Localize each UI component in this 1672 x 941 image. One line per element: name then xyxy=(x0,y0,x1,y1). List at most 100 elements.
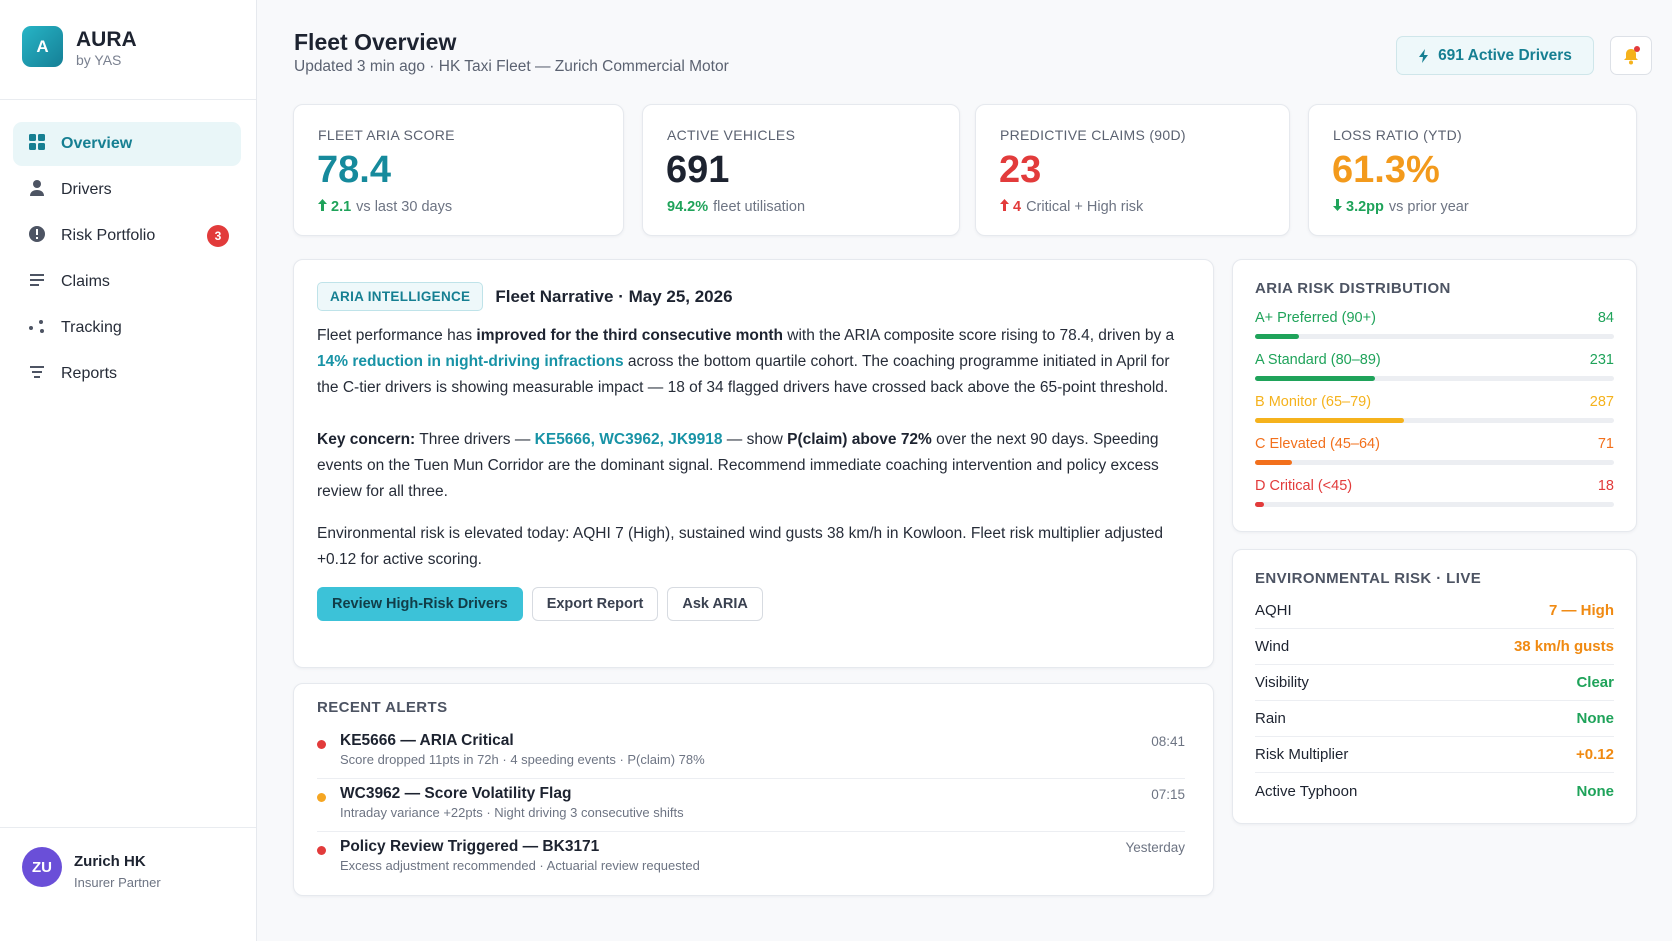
kpi-value: 78.4 xyxy=(317,149,391,191)
distribution-title: ARIA RISK DISTRIBUTION xyxy=(1255,280,1451,297)
logo: A xyxy=(22,26,63,67)
divider xyxy=(0,99,256,100)
bold-text: improved for the third consecutive month xyxy=(476,327,783,344)
environment-row: Active Typhoon None xyxy=(1255,773,1614,809)
page-title: Fleet Overview xyxy=(294,29,457,55)
driver-links[interactable]: KE5666, WC3962, JK9918 xyxy=(534,431,723,448)
nav-icon xyxy=(28,363,61,386)
alert-detail: Excess adjustment recommended · Actuaria… xyxy=(340,858,700,873)
ask-button[interactable]: Ask ARIA xyxy=(667,587,763,621)
narrative-paragraph: Key concern: Three drivers — KE5666, WC3… xyxy=(317,427,1190,505)
environment-row: Wind 38 km/h gusts xyxy=(1255,629,1614,665)
page-subtitle: Updated 3 min ago · HK Taxi Fleet — Zuri… xyxy=(294,58,729,75)
distribution-bar xyxy=(1255,418,1405,423)
avatar: ZU xyxy=(22,847,62,887)
review-button[interactable]: Review High-Risk Drivers xyxy=(317,587,523,621)
kpi-value: 61.3% xyxy=(1332,149,1440,191)
alert-title: KE5666 — ARIA Critical xyxy=(340,732,514,749)
environment-row: Visibility Clear xyxy=(1255,665,1614,701)
text: Fleet performance has xyxy=(317,327,477,344)
distribution-label: C Elevated (45–64) xyxy=(1255,436,1380,452)
nav-item[interactable]: Drivers xyxy=(13,168,241,212)
kpi-card: PREDICTIVE CLAIMS (90D) 23 4 Critical + Hig… xyxy=(975,104,1290,236)
nav-label: Tracking xyxy=(61,319,122,336)
distribution-card: ARIA RISK DISTRIBUTION A+ Preferred (90+… xyxy=(1232,259,1637,532)
kpi-delta-value: 3.2pp xyxy=(1346,199,1384,215)
alerts-list: KE5666 — ARIA Critical Score dropped 11pt… xyxy=(317,726,1185,885)
nav-badge: 3 xyxy=(207,225,229,247)
alert-title: WC3962 — Score Volatility Flag xyxy=(340,785,572,802)
kpi-label: PREDICTIVE CLAIMS (90D) xyxy=(1000,127,1186,143)
environment-list: AQHI 7 — High Wind 38 km/h gusts Visibility C… xyxy=(1255,593,1614,809)
alerts-title: RECENT ALERTS xyxy=(317,699,448,716)
user-name: Zurich HK xyxy=(74,853,146,870)
arrow-icon xyxy=(318,199,327,215)
divider xyxy=(0,827,256,828)
alert-detail: Score dropped 11pts in 72h · 4 speeding … xyxy=(340,752,705,767)
narrative-paragraph: Fleet performance has improved for the t… xyxy=(317,323,1190,401)
kpi-delta-text: fleet utilisation xyxy=(713,199,806,215)
distribution-count: 287 xyxy=(1589,394,1614,410)
notifications-button[interactable] xyxy=(1610,36,1652,75)
narrative-header: ARIA INTELLIGENCE Fleet Narrative · May … xyxy=(317,282,1190,311)
environment-value: None xyxy=(1576,782,1615,800)
distribution-row: A Standard (80–89) 231 xyxy=(1255,352,1614,394)
alert-time: 08:41 xyxy=(1151,734,1185,749)
alert-item[interactable]: WC3962 — Score Volatility Flag Intraday v… xyxy=(317,779,1185,832)
active-drivers-button[interactable]: 691 Active Drivers xyxy=(1396,36,1594,75)
distribution-bar xyxy=(1255,334,1299,339)
nav-item[interactable]: Risk Portfolio 3 xyxy=(13,214,241,258)
kpi-delta-value: 2.1 xyxy=(331,199,352,215)
user-role: Insurer Partner xyxy=(74,875,161,890)
distribution-track xyxy=(1255,418,1614,423)
sidebar: A AURA by YAS Overview Drivers Risk Portfo… xyxy=(0,0,257,941)
nav-item[interactable]: Reports xyxy=(13,352,241,396)
environment-value: 38 km/h gusts xyxy=(1513,638,1614,655)
alert-time: Yesterday xyxy=(1125,840,1185,855)
kpi-label: ACTIVE VEHICLES xyxy=(667,127,796,143)
nav-label: Drivers xyxy=(61,181,112,198)
active-drivers-label: 691 Active Drivers xyxy=(1438,46,1572,64)
nav: Overview Drivers Risk Portfolio 3 Claims Trac… xyxy=(13,122,241,398)
text: across the bottom quartile cohort. The c… xyxy=(317,353,1170,396)
kpi-delta: 94.2% fleet utilisation xyxy=(667,199,805,215)
distribution-label: D Critical (<45) xyxy=(1255,478,1353,494)
kpi-card: LOSS RATIO (YTD) 61.3% 3.2pp vs prior year xyxy=(1308,104,1637,236)
nav-item[interactable]: Overview xyxy=(13,122,241,166)
nav-item[interactable]: Claims xyxy=(13,260,241,304)
alert-dot xyxy=(317,740,326,749)
distribution-row: B Monitor (65–79) 287 xyxy=(1255,394,1614,436)
distribution-track xyxy=(1255,334,1614,339)
kpi-card: ACTIVE VEHICLES 691 94.2% fleet utilisation xyxy=(642,104,960,236)
distribution-count: 231 xyxy=(1589,352,1614,368)
alert-item[interactable]: Policy Review Triggered — BK3171 Excess a… xyxy=(317,832,1185,885)
environment-label: Active Typhoon xyxy=(1255,782,1358,800)
nav-icon xyxy=(28,317,61,340)
distribution-bar xyxy=(1255,460,1292,465)
nav-label: Reports xyxy=(61,365,118,382)
nav-item[interactable]: Tracking xyxy=(13,306,241,350)
distribution-count: 84 xyxy=(1597,310,1614,326)
kpi-card: FLEET ARIA SCORE 78.4 2.1 vs last 30 days xyxy=(293,104,624,236)
bell-icon xyxy=(1624,45,1640,64)
export-button[interactable]: Export Report xyxy=(531,587,659,621)
alert-time: 07:15 xyxy=(1151,787,1185,802)
kpi-label: LOSS RATIO (YTD) xyxy=(1333,127,1462,143)
alerts-card: RECENT ALERTS KE5666 — ARIA Critical Scor… xyxy=(293,683,1214,896)
arrow-icon xyxy=(1333,199,1342,215)
alert-item[interactable]: KE5666 — ARIA Critical Score dropped 11pt… xyxy=(317,726,1185,779)
text: with the ARIA composite score rising to … xyxy=(782,327,1175,344)
environment-row: Rain None xyxy=(1255,701,1614,737)
kpi-delta: 4 Critical + High risk xyxy=(1000,199,1143,215)
kpi-label: FLEET ARIA SCORE xyxy=(318,127,455,143)
kpi-delta-value: 94.2% xyxy=(667,199,709,215)
kpi-value: 23 xyxy=(999,149,1042,191)
distribution-row: C Elevated (45–64) 71 xyxy=(1255,436,1614,478)
kpi-delta-text: vs prior year xyxy=(1388,199,1469,215)
bold-text: P(claim) above 72% xyxy=(787,431,932,448)
environment-label: Risk Multiplier xyxy=(1255,746,1349,763)
environment-label: AQHI xyxy=(1255,602,1292,619)
kpi-delta: 2.1 vs last 30 days xyxy=(318,199,452,215)
nav-label: Claims xyxy=(61,273,110,290)
